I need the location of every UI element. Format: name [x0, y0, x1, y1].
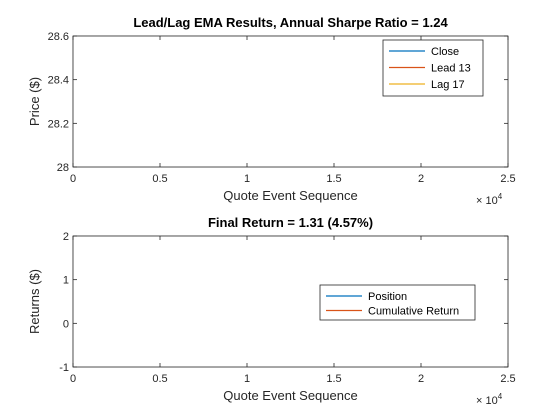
y-tick-label: 2	[63, 231, 69, 243]
legend: Close Lead 13 Lag 17	[382, 39, 484, 97]
y-axis-label: Price ($)	[27, 77, 42, 126]
x-axis-label: Quote Event Sequence	[223, 388, 357, 403]
x-tick-label: 2	[418, 173, 424, 185]
x-tick-label: 0	[70, 173, 76, 185]
y-tick-label: 0	[63, 318, 69, 330]
y-tick-label: 28.4	[48, 75, 69, 87]
x-tick-label: 0.5	[152, 173, 167, 185]
legend: Position Cumulative Return	[319, 284, 476, 321]
x-tick-label: 0	[70, 373, 76, 385]
x-tick-label: 1	[244, 373, 250, 385]
legend-box	[319, 284, 476, 321]
legend-label-close: Close	[431, 46, 459, 58]
y-tick-label: 28.6	[48, 31, 69, 43]
y-tick-label: 1	[63, 275, 69, 287]
x-tick-label: 1.5	[326, 173, 341, 185]
x-tick-label: 2.5	[500, 373, 515, 385]
chart-title: Final Return = 1.31 (4.57%)	[208, 215, 373, 230]
x-tick-label: 2.5	[500, 173, 515, 185]
legend-label-position: Position	[368, 291, 407, 303]
legend-label-cumulative-return: Cumulative Return	[368, 306, 459, 318]
y-tick-label: 28.2	[48, 118, 69, 130]
axes-price: 0 0.5 1 1.5 2 2.5 28 28.2 28.4 28.6 × 104 Lead/Lag …	[27, 15, 516, 207]
legend-label-lag-17: Lag 17	[431, 79, 465, 91]
x-exponent-label: × 104	[476, 392, 503, 407]
legend-label-lead-13: Lead 13	[431, 63, 471, 75]
y-axis-label: Returns ($)	[27, 269, 42, 334]
x-tick-label: 1	[244, 173, 250, 185]
x-axis-label: Quote Event Sequence	[223, 188, 357, 203]
x-exponent-label: × 104	[476, 192, 503, 207]
x-tick-label: 2	[418, 373, 424, 385]
x-tick-label: 0.5	[152, 373, 167, 385]
y-tick-label: 28	[57, 162, 69, 174]
chart-title: Lead/Lag EMA Results, Annual Sharpe Rati…	[133, 15, 448, 30]
y-tick-label: -1	[59, 362, 69, 374]
x-tick-label: 1.5	[326, 373, 341, 385]
